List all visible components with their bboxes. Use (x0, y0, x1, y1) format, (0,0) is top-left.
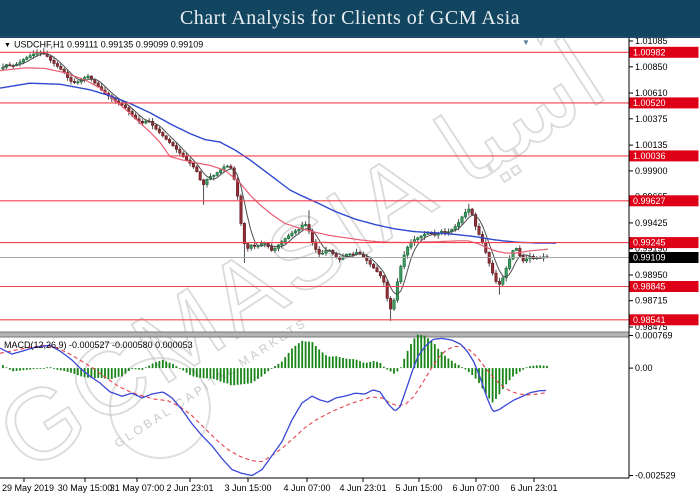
macd-histogram (2, 334, 548, 403)
macd-lines (0, 337, 547, 477)
price-badge (629, 281, 699, 292)
price-badge-label: 0.99109 (633, 253, 666, 263)
time-axis-label: 4 Jun 07:00 (283, 483, 330, 493)
symbol-dropdown-icon[interactable]: ▼ (4, 42, 11, 49)
time-axis-label: 4 Jun 23:01 (339, 483, 386, 493)
price-badge (629, 46, 699, 58)
price-axis-label: 0.99425 (635, 218, 668, 228)
price-badge (629, 97, 699, 109)
price-badge-label: 1.00036 (633, 151, 666, 161)
price-badge-label: 1.00520 (633, 98, 666, 108)
price-badge (629, 252, 699, 263)
panel-separator (0, 331, 629, 338)
price-badge (629, 150, 699, 162)
price-badge-label: 0.98845 (633, 282, 666, 292)
price-axis-label: 0.99900 (635, 166, 668, 176)
price-axis: 1.01085 1.00850 1.00610 1.00375 1.00135 0.999… (0, 36, 700, 500)
macd-axis-label: 0.00 (635, 363, 653, 373)
chart-header: ▼ USDCHF,H1 0.99111 0.99135 0.99099 0.991… (4, 38, 530, 350)
macd-header-label: MACD(12,26,9) -0.000527 -0.000580 0.0000… (4, 340, 193, 350)
price-axis-label: 0.99190 (635, 244, 668, 254)
macd-axis-label: -0.002529 (635, 471, 676, 481)
price-badge-label: 1.00982 (633, 47, 666, 57)
macd-axis: 0.000769 0.00 -0.002529 (629, 331, 676, 481)
price-axis-label: 0.98950 (635, 270, 668, 280)
price-axis-label: 0.98475 (635, 322, 668, 332)
time-axis-label: 29 May 2019 (2, 483, 54, 493)
time-axis-label: 6 Jun 23:01 (510, 483, 557, 493)
time-axis-label: 3 Jun 15:00 (224, 483, 271, 493)
sr-lines (0, 51, 629, 321)
price-axis-label: 1.00850 (635, 62, 668, 72)
time-axis-label: 30 May 15:00 (58, 483, 113, 493)
moving-averages (0, 53, 556, 295)
price-badge-label: 0.99627 (633, 196, 666, 206)
time-axis-label: 31 May 07:00 (110, 483, 165, 493)
candle-bodies (1, 51, 549, 310)
price-badge (629, 314, 699, 326)
price-axis-label: 1.00610 (635, 88, 668, 98)
price-axis-label: 1.00135 (635, 140, 668, 150)
time-axis-label: 6 Jun 07:00 (452, 483, 499, 493)
macd-axis-label: 0.000769 (635, 331, 673, 341)
price-badge (629, 237, 699, 249)
page-title: Chart Analysis for Clients of GCM Asia (179, 7, 521, 29)
price-badge-label: 0.98541 (633, 315, 666, 325)
price-axis-label: 1.00375 (635, 114, 668, 124)
chart-shift-marker-icon[interactable]: ▼ (522, 38, 530, 47)
time-axis-label: 5 Jun 15:00 (395, 483, 442, 493)
price-badge-label: 0.99245 (633, 238, 666, 248)
price-badge (629, 195, 699, 207)
symbol-ohlc-label: USDCHF,H1 0.99111 0.99135 0.99099 0.9910… (14, 40, 203, 50)
title-bar: Chart Analysis for Clients of GCM Asia (0, 0, 700, 38)
price-axis-label: 0.98715 (635, 296, 668, 306)
price-axis-label: 1.01085 (635, 36, 668, 46)
time-axis-label: 2 Jun 23:01 (166, 483, 213, 493)
